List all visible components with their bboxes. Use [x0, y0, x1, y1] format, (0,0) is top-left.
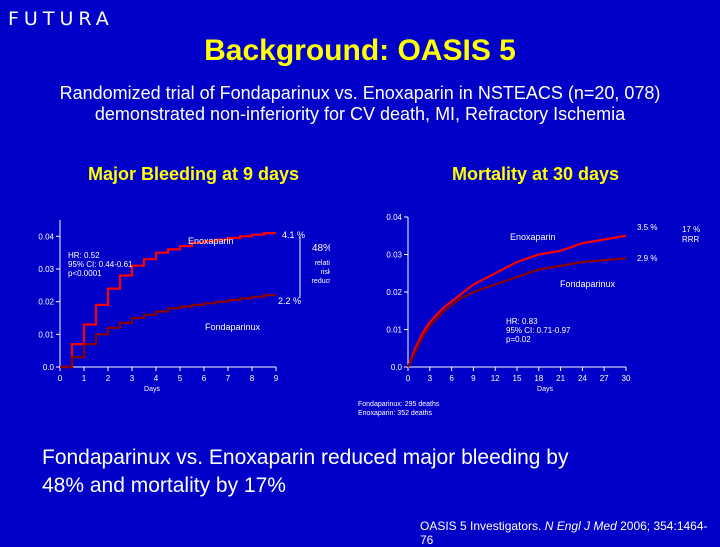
bleeding-y-tick-label: 0.03 — [38, 265, 54, 274]
conclusion-line-2: 48% and mortality by 17% — [42, 474, 286, 497]
bleeding-y-tick-label: 0.04 — [38, 232, 54, 241]
bleeding-x-tick-label: 6 — [202, 374, 207, 383]
mortality-series-fondaparinux-line — [407, 257, 627, 368]
mortality-series-enoxaparin-line — [406, 234, 627, 368]
bleeding-fondaparinux-end-value: 2.2 % — [278, 296, 301, 306]
mortality-x-tick-label: 15 — [513, 374, 522, 383]
bleeding-hr-line: HR: 0.52 — [68, 251, 100, 260]
mortality-fondaparinux-end-value: 2.9 % — [637, 254, 657, 263]
bleeding-y-tick-label: 0.01 — [38, 330, 54, 339]
mortality-enoxaparin-label: Enoxaparin — [510, 232, 556, 242]
bleeding-rrr-line-2: risk — [321, 269, 330, 276]
bleeding-rrr-line-3: reduction — [312, 278, 330, 285]
bleeding-enoxaparin-end-value: 4.1 % — [282, 230, 305, 240]
mortality-y-tick-label: 0.0 — [391, 363, 403, 372]
bleeding-y-tick-label: 0.0 — [43, 363, 55, 372]
mortality-hr-line: HR: 0.83 — [506, 317, 538, 326]
mortality-x-tick-label: 9 — [471, 374, 476, 383]
mortality-x-tick-label: 18 — [534, 374, 543, 383]
bleeding-chart-title: Major Bleeding at 9 days — [88, 164, 300, 184]
mortality-x-tick-label: 0 — [406, 374, 411, 383]
mortality-x-tick-label: 30 — [622, 374, 631, 383]
bleeding-ci-line: 95% CI: 0.44-0.61 — [68, 260, 133, 269]
bleeding-y-tick-label: 0.02 — [38, 298, 54, 307]
mortality-x-tick-label: 6 — [449, 374, 454, 383]
mortality-chart: 0.0 0.01 0.02 0.03 0.04 0 3 6 9 12 15 18 21 24 27 30 Day… — [358, 213, 700, 417]
bleeding-p-line: p<0.0001 — [68, 269, 102, 278]
mortality-deaths-enoxaparin: Enoxaparin: 352 deaths — [358, 410, 432, 417]
slide-title: Background: OASIS 5 — [204, 34, 516, 67]
bleeding-x-tick-label: 2 — [106, 374, 111, 383]
bleeding-x-tick-label: 5 — [178, 374, 183, 383]
mortality-x-tick-label: 27 — [600, 374, 609, 383]
bleeding-series-enoxaparin-line — [60, 232, 276, 369]
bleeding-x-tick-label: 1 — [82, 374, 87, 383]
mortality-deaths-fondaparinux: Fondaparinux: 295 deaths — [358, 401, 440, 408]
mortality-rrr-line-1: 17 % — [682, 225, 700, 234]
conclusion-line-1: Fondaparinux vs. Enoxaparin reduced majo… — [42, 446, 569, 469]
mortality-p-line: p=0.02 — [506, 335, 531, 344]
bleeding-fondaparinux-label: Fondaparinux — [205, 322, 261, 332]
mortality-y-tick-label: 0.01 — [386, 326, 402, 335]
mortality-enoxaparin-end-value: 3.5 % — [637, 223, 657, 232]
bleeding-x-tick-label: 3 — [130, 374, 135, 383]
futura-logo: FUTURA — [8, 8, 114, 30]
citation-journal: N Engl J Med — [544, 519, 617, 533]
mortality-x-tick-label: 3 — [428, 374, 433, 383]
citation: OASIS 5 Investigators. N Engl J Med 2006… — [420, 519, 720, 547]
mortality-y-tick-label: 0.03 — [386, 251, 402, 260]
bleeding-rrr-line-1: relative — [315, 260, 330, 267]
slide-subtitle-line-2: demonstrated non-inferiority for CV deat… — [94, 104, 626, 124]
mortality-ci-line: 95% CI: 0.71-0.97 — [506, 326, 571, 335]
bleeding-chart: 0.0 0.01 0.02 0.03 0.04 0 1 2 3 4 5 6 7 8 9 Days Enoxapa… — [38, 220, 330, 393]
bleeding-x-tick-label: 0 — [58, 374, 63, 383]
mortality-x-tick-label: 12 — [491, 374, 500, 383]
citation-prefix: OASIS 5 Investigators. — [420, 519, 545, 533]
mortality-y-tick-label: 0.02 — [386, 288, 402, 297]
bleeding-x-tick-label: 7 — [226, 374, 231, 383]
bleeding-enoxaparin-label: Enoxaparin — [188, 236, 234, 246]
slide-subtitle-line-1: Randomized trial of Fondaparinux vs. Eno… — [59, 83, 661, 103]
bleeding-series-fondaparinux-line — [60, 294, 276, 369]
mortality-x-axis-label: Days — [537, 386, 553, 393]
bleeding-rrr-value: 48% — [312, 243, 330, 254]
bleeding-x-tick-label: 8 — [250, 374, 255, 383]
mortality-rrr-line-2: RRR — [682, 235, 700, 244]
mortality-fondaparinux-label: Fondaparinux — [560, 279, 616, 289]
mortality-x-tick-label: 21 — [556, 374, 565, 383]
mortality-chart-title: Mortality at 30 days — [452, 164, 620, 184]
mortality-y-tick-label: 0.04 — [386, 213, 402, 222]
bleeding-x-tick-label: 9 — [274, 374, 279, 383]
bleeding-x-tick-label: 4 — [154, 374, 159, 383]
mortality-x-tick-label: 24 — [578, 374, 587, 383]
bleeding-x-axis-label: Days — [144, 386, 160, 393]
